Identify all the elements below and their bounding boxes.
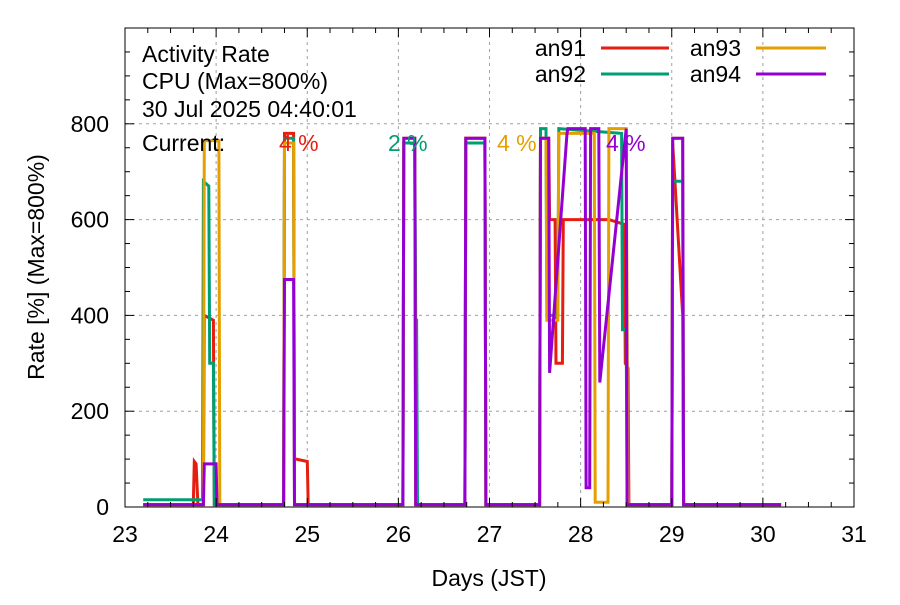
x-tick-label: 31	[841, 521, 867, 547]
x-tick-label: 29	[659, 521, 685, 547]
x-tick-label: 28	[568, 521, 594, 547]
legend-label-an91: an91	[535, 35, 586, 61]
header-timestamp: 30 Jul 2025 04:40:01	[142, 96, 357, 122]
y-tick-label: 800	[71, 111, 109, 137]
legend-label-an94: an94	[690, 61, 741, 87]
y-tick-label: 600	[71, 207, 109, 233]
legend-label-an93: an93	[690, 35, 741, 61]
y-tick-label: 400	[71, 302, 109, 328]
y-axis-label: Rate [%] (Max=800%)	[23, 154, 49, 380]
y-tick-label: 0	[96, 494, 109, 520]
current-value-an92: 2 %	[388, 130, 428, 156]
current-label: Current:	[142, 130, 225, 156]
series-line-an91	[143, 131, 782, 507]
header-title: Activity Rate	[142, 41, 270, 67]
series-layer	[143, 126, 782, 507]
current-value-an93: 4 %	[497, 130, 537, 156]
x-tick-label: 24	[203, 521, 229, 547]
legend-label-an92: an92	[535, 61, 586, 87]
x-tick-label: 25	[294, 521, 320, 547]
x-tick-label: 27	[477, 521, 503, 547]
series-line-an92	[143, 126, 782, 507]
series-line-an93	[143, 127, 782, 507]
x-axis-label: Days (JST)	[432, 565, 547, 591]
x-tick-label: 26	[386, 521, 412, 547]
x-tick-label: 30	[750, 521, 776, 547]
tick-layer: 23 24 25 26 27 28 29 30 31 0 200 400 600 800	[71, 28, 867, 547]
x-tick-label: 23	[112, 521, 138, 547]
y-tick-label: 200	[71, 398, 109, 424]
header-subtitle: CPU (Max=800%)	[142, 68, 328, 94]
legend: an91 an92 an93 an94	[535, 35, 826, 87]
current-value-an94: 4 %	[606, 130, 646, 156]
current-value-an91: 4 %	[279, 130, 319, 156]
series-line-an94	[143, 127, 782, 507]
